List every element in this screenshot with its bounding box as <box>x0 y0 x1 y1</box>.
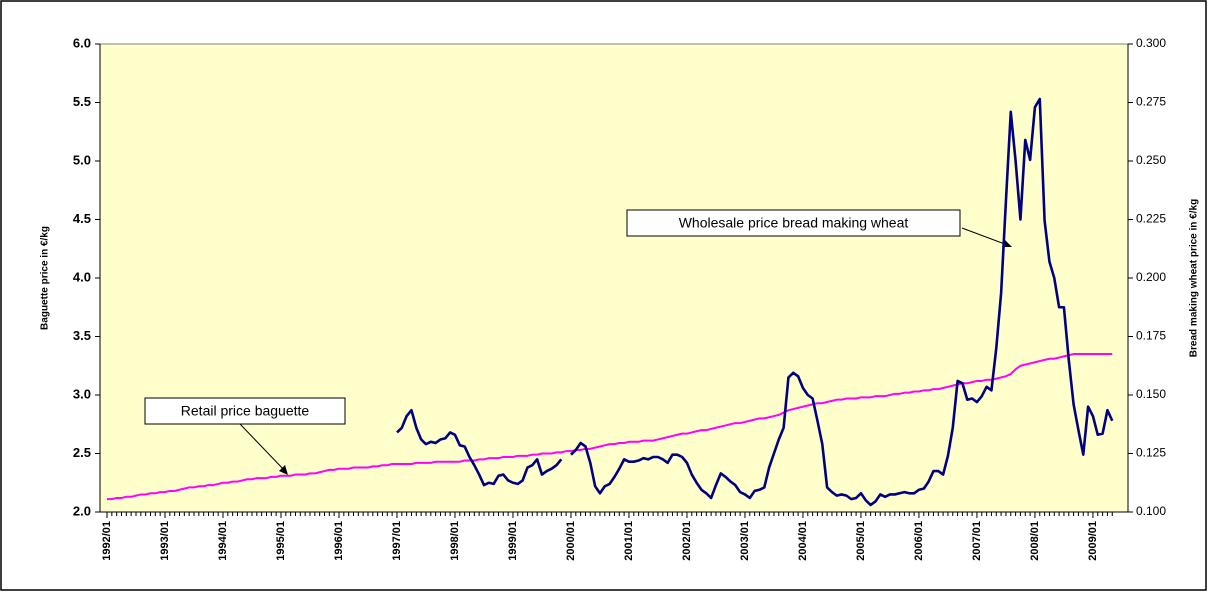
x-tick-label: 2004/01 <box>797 521 809 561</box>
x-tick-label: 2002/01 <box>681 521 693 561</box>
y-axis-label: Baguette price in €/kg <box>40 226 51 330</box>
x-tick-label: 1995/01 <box>275 521 287 561</box>
x-tick-label: 2001/01 <box>623 521 635 561</box>
plot-area <box>99 43 1129 513</box>
x-tick-label: 1992/01 <box>101 521 113 561</box>
x-tick-label: 1994/01 <box>217 521 229 561</box>
x-tick-label: 2003/01 <box>739 521 751 561</box>
x-tick-label: 1993/01 <box>159 521 171 561</box>
y-tick-label: 5.5 <box>73 94 91 109</box>
annotation-arrow <box>961 227 1011 247</box>
y2-tick-label: 0.125 <box>1136 446 1166 460</box>
series-line <box>107 353 1113 501</box>
x-tick-label: 1998/01 <box>449 521 461 561</box>
y2-tick-label: 0.300 <box>1136 36 1166 50</box>
x-tick-label: 2007/01 <box>971 521 983 561</box>
y2-tick-label: 0.150 <box>1136 387 1166 401</box>
x-tick-label: 2008/01 <box>1029 521 1041 561</box>
y-tick-label: 5.0 <box>73 152 91 167</box>
y2-tick-label: 0.200 <box>1136 270 1166 284</box>
y-tick-label: 3.0 <box>73 386 91 401</box>
x-tick-label: 1997/01 <box>391 521 403 561</box>
y2-tick-label: 0.250 <box>1136 153 1166 167</box>
annotation-arrow <box>239 423 287 473</box>
x-tick-label: 2006/01 <box>913 521 925 561</box>
y2-tick-label: 0.100 <box>1136 504 1166 518</box>
x-tick-label: 2005/01 <box>855 521 867 561</box>
annotation-box <box>626 209 961 237</box>
series-line <box>396 97 1114 507</box>
y-tick-label: 4.5 <box>73 211 91 226</box>
y2-axis-label: Bread making wheat price in €/kg <box>1189 199 1200 357</box>
y2-tick-label: 0.275 <box>1136 95 1166 109</box>
y-tick-label: 3.5 <box>73 328 91 343</box>
annotation: Retail price baguette <box>181 403 310 419</box>
annotation: Wholesale price bread making wheat <box>679 215 909 231</box>
arrow-head <box>279 465 288 475</box>
y2-tick-label: 0.175 <box>1136 329 1166 343</box>
y2-tick-label: 0.225 <box>1136 212 1166 226</box>
y-tick-label: 6.0 <box>73 35 91 50</box>
x-tick-label: 1999/01 <box>507 521 519 561</box>
y-tick-label: 4.0 <box>73 269 91 284</box>
x-tick-label: 2000/01 <box>565 521 577 561</box>
y-tick-label: 2.5 <box>73 445 91 460</box>
x-tick-label: 1996/01 <box>333 521 345 561</box>
y-tick-label: 2.0 <box>73 503 91 518</box>
x-tick-label: 2009/01 <box>1087 521 1099 561</box>
annotation-box <box>144 397 346 425</box>
